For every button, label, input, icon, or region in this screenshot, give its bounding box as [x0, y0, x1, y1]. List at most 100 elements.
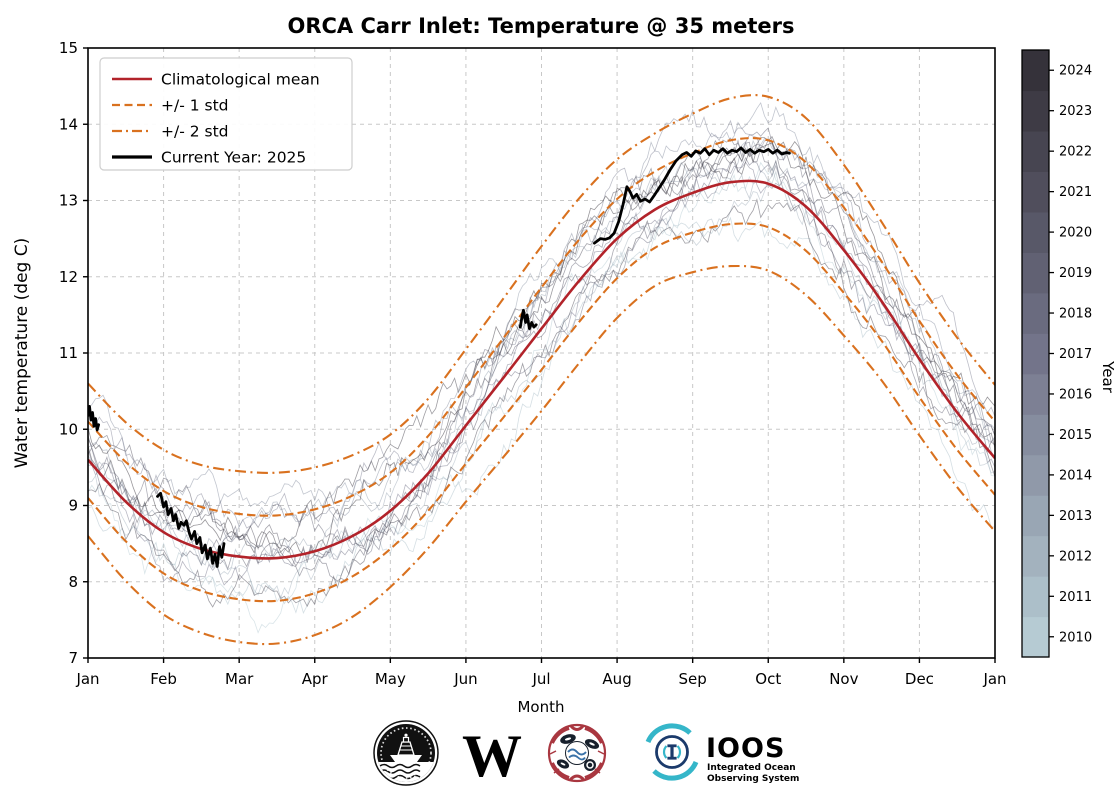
y-tick-label: 12 [59, 268, 78, 286]
colorbar-band [1022, 90, 1049, 132]
ioos-subtitle-line2: Observing System [707, 774, 799, 784]
y-tick-label: 10 [59, 420, 78, 438]
historical-year-line [88, 159, 995, 571]
colorbar-tick-label: 2018 [1059, 307, 1092, 322]
legend-box [99, 57, 353, 171]
x-tick-label: Sep [679, 670, 707, 688]
chart-title: ORCA Carr Inlet: Temperature @ 35 meters [287, 14, 794, 38]
x-tick-label: Dec [905, 670, 934, 688]
x-axis-label: Month [517, 698, 564, 716]
colorbar-tick-label: 2010 [1059, 630, 1092, 645]
climatological-mean-line [88, 179, 995, 560]
std-band-line [88, 137, 995, 517]
legend-label: +/- 2 std [161, 123, 229, 141]
colorbar-tick-label: 2020 [1059, 226, 1092, 241]
legend-label: Current Year: 2025 [161, 149, 306, 167]
colorbar-band [1022, 414, 1049, 456]
historical-year-line [88, 141, 995, 555]
colorbar-band [1022, 211, 1049, 253]
colorbar-band [1022, 333, 1049, 375]
x-tick-label: May [375, 670, 406, 688]
colorbar-band [1022, 616, 1049, 658]
historical-year-line [88, 139, 995, 582]
ioos-title: IOOS [706, 733, 785, 764]
grid [88, 48, 995, 658]
colorbar-band [1022, 50, 1049, 92]
axis-ticks: Jan Feb Mar Apr May Jun Jul Aug Sep Oct Nov Dec Jan 7… [59, 39, 1007, 688]
current-year-line [88, 405, 100, 432]
nanoos-ovoid-shapes [556, 734, 600, 771]
colorbar-tick-label: 2011 [1059, 590, 1092, 605]
y-tick-label: 7 [68, 649, 78, 667]
current-year-line [593, 146, 791, 245]
colorbar-tick-label: 2019 [1059, 266, 1092, 281]
nanoos-formline-art [549, 724, 605, 782]
colorbar-band [1022, 252, 1049, 294]
colorbar-band [1022, 130, 1049, 172]
colorbar-tick-label: 2012 [1059, 549, 1092, 564]
colorbar-tick-label: 2024 [1059, 64, 1092, 79]
y-tick-label: 11 [59, 344, 78, 362]
x-tick-label: Nov [829, 670, 858, 688]
ioos-logo: IOOS Integrated Ocean Observing System [645, 723, 799, 784]
colorbar-tick-label: 2015 [1059, 428, 1092, 443]
legend: Climatological mean +/- 1 std +/- 2 std Cur… [99, 57, 353, 171]
orca-rim-text [380, 727, 432, 779]
current-year-line [518, 308, 538, 330]
nanoos-globe-icon [565, 741, 589, 765]
historical-year-line [88, 170, 995, 599]
colorbar-label: Year [1099, 360, 1117, 394]
orca-buoy-logo [373, 720, 439, 786]
x-tick-label: Aug [602, 670, 631, 688]
ioos-mark-icon [645, 723, 699, 781]
colorbar: 2010 2011 2012 2013 2014 2015 2016 2017 2018 2019… [1021, 49, 1092, 658]
x-tick-label: Jan [982, 670, 1006, 688]
colorbar-band [1022, 171, 1049, 213]
std-band-line [88, 94, 995, 474]
historical-year-line [88, 101, 995, 522]
orca-boat-hull [390, 755, 422, 762]
chart-plot-area: Jan Feb Mar Apr May Jun Jul Aug Sep Oct Nov Dec Jan 7… [59, 39, 1092, 688]
x-tick-label: Jul [531, 670, 550, 688]
colorbar-band [1022, 495, 1049, 537]
std-band-line [88, 222, 995, 603]
x-tick-label: Mar [225, 670, 254, 688]
legend-label: Climatological mean [161, 71, 320, 89]
y-tick-label: 13 [59, 192, 78, 210]
nanoos-logo [547, 723, 607, 783]
x-tick-label: Jan [75, 670, 99, 688]
historical-year-line [88, 135, 995, 549]
x-tick-label: Oct [755, 670, 781, 688]
y-tick-label: 14 [59, 115, 78, 133]
colorbar-tick-label: 2016 [1059, 387, 1092, 402]
uw-logo: W [462, 723, 522, 789]
colorbar-band [1022, 454, 1049, 496]
ioos-subtitle-line1: Integrated Ocean [707, 763, 796, 773]
colorbar-tick-label: 2022 [1059, 145, 1092, 160]
colorbar-tick-label: 2023 [1059, 104, 1092, 119]
colorbar-tick-label: 2021 [1059, 185, 1092, 200]
colorbar-band [1022, 292, 1049, 334]
y-tick-label: 9 [68, 497, 78, 515]
current-year-line [156, 491, 226, 568]
series-layer [88, 94, 995, 646]
colorbar-tick-label: 2017 [1059, 347, 1092, 362]
orca-buoy-icon [397, 733, 415, 756]
legend-label: +/- 1 std [161, 97, 229, 115]
y-tick-label: 15 [59, 39, 78, 57]
historical-year-line [88, 216, 995, 614]
colorbar-band [1022, 576, 1049, 618]
historical-year-line [88, 139, 995, 567]
colorbar-band [1022, 373, 1049, 415]
historical-year-line [88, 127, 995, 553]
footer-logos: W [373, 720, 799, 789]
historical-year-line [88, 198, 995, 608]
historical-year-line [88, 161, 995, 634]
x-tick-label: Feb [150, 670, 177, 688]
colorbar-band [1022, 535, 1049, 577]
y-tick-label: 8 [68, 573, 78, 591]
x-tick-label: Apr [302, 670, 329, 688]
colorbar-tick-label: 2013 [1059, 509, 1092, 524]
